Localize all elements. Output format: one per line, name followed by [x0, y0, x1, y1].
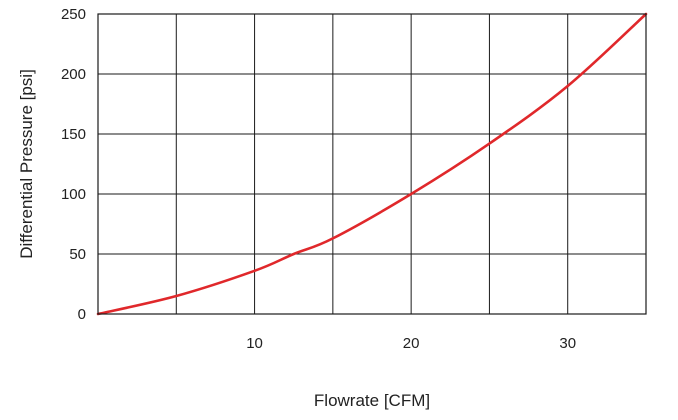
x-tick-label: 20	[403, 335, 420, 352]
y-tick-label: 250	[61, 6, 86, 23]
y-tick-label: 0	[78, 306, 86, 323]
series-group	[96, 12, 648, 316]
y-tick-label: 150	[61, 126, 86, 143]
y-tick-label: 100	[61, 186, 86, 203]
tick-labels: 10 20 30 0 50 100 150 200 250	[61, 6, 576, 352]
y-axis-label: Differential Pressure [psi]	[17, 69, 36, 259]
x-tick-label: 30	[559, 335, 576, 352]
plot-frame	[97, 13, 647, 315]
y-tick-label: 200	[61, 66, 86, 83]
grid	[98, 13, 647, 315]
x-axis-label: Flowrate [CFM]	[314, 391, 430, 410]
x-tick-label: 10	[246, 335, 263, 352]
series-line	[96, 12, 648, 316]
y-tick-label: 50	[69, 246, 86, 263]
